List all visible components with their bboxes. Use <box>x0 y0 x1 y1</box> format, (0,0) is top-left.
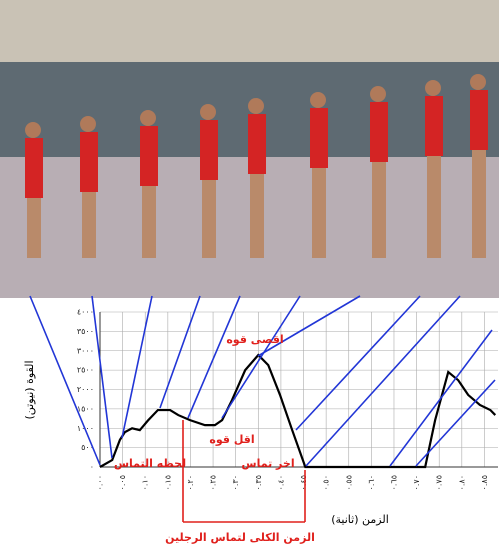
y-tick-label: ٣٥٠٠ <box>77 327 94 336</box>
x-tick-label: ٠.٦٥ <box>389 475 398 490</box>
floor <box>0 157 499 298</box>
player-legs <box>427 156 441 258</box>
player-body <box>425 96 443 156</box>
player-head <box>140 110 156 126</box>
y-tick-label: ٠ <box>90 463 94 472</box>
player-body <box>470 90 488 150</box>
x-tick-label: ٠.٥٠ <box>322 475 331 490</box>
player-legs <box>202 180 216 258</box>
x-tick-label: ٠.٠٥ <box>118 475 127 490</box>
x-tick-label: ٠.٨٥ <box>480 475 489 490</box>
player-legs <box>82 192 96 258</box>
x-tick-label: ٠.٤٠ <box>276 475 285 490</box>
player-body <box>248 114 266 174</box>
y-tick-label: ٢٠٠٠ <box>77 385 94 394</box>
y-tick-label: ٢٥٠٠ <box>77 366 94 375</box>
player-body <box>140 126 158 186</box>
x-axis-title: الزمن (ثانية) <box>331 513 389 526</box>
x-tick-label: ٠.٨٠ <box>457 475 466 490</box>
player-body <box>25 138 43 198</box>
player-head <box>80 116 96 132</box>
player-legs <box>372 162 386 258</box>
annotation: اقصى قوه <box>226 333 283 346</box>
player-legs <box>312 168 326 258</box>
player-head <box>25 122 41 138</box>
player-legs <box>472 150 486 258</box>
annotation: اقل قوه <box>209 433 254 446</box>
y-tick-label: ٤٠٠٠ <box>77 308 94 317</box>
x-tick-label: ٠.٦٠ <box>367 475 376 490</box>
page: {"chart_data": {"type": "line", "x_label… <box>0 0 499 551</box>
player-body <box>310 108 328 168</box>
player-legs <box>27 198 41 258</box>
y-tick-label: ٣٠٠٠ <box>77 346 94 355</box>
player-head <box>425 80 441 96</box>
player-head <box>248 98 264 114</box>
player-body <box>80 132 98 192</box>
player-head <box>470 74 486 90</box>
annotation: لحظه التماس <box>114 457 186 470</box>
annotation: اخر تماس <box>241 457 294 470</box>
player-legs <box>142 186 156 258</box>
y-tick-label: ١٥٠٠ <box>77 404 94 413</box>
x-tick-label: ٠.٧٠ <box>412 475 421 490</box>
x-tick-label: ٠.٣٠ <box>231 475 240 490</box>
x-tick-label: ٠.٤٥ <box>299 475 308 490</box>
x-tick-label: ٠.١٥ <box>163 475 172 490</box>
player-head <box>310 92 326 108</box>
gym-wall <box>0 0 499 62</box>
x-tick-label: ٠.٠٠ <box>96 475 105 490</box>
x-tick-label: ٠.٧٥ <box>435 475 444 490</box>
x-tick-label: ٠.٢٠ <box>186 475 195 490</box>
y-axis-title: القوة (نيوتن) <box>23 361 36 420</box>
x-tick-label: ٠.٣٥ <box>254 475 263 490</box>
annotation: الزمن الكلى لتماس الرجلين <box>165 531 315 544</box>
x-tick-label: ٠.٥٥ <box>344 475 353 490</box>
player-head <box>200 104 216 120</box>
player-head <box>370 86 386 102</box>
x-tick-label: ٠.٢٥ <box>209 475 218 490</box>
player-body <box>370 102 388 162</box>
figure: ٠٥٠٠١٠٠٠١٥٠٠٢٠٠٠٢٥٠٠٣٠٠٠٣٥٠٠٤٠٠٠٠.٠٠٠.٠٥… <box>0 0 499 551</box>
player-legs <box>250 174 264 258</box>
photo <box>0 0 499 298</box>
x-tick-label: ٠.١٠ <box>141 475 150 490</box>
player-body <box>200 120 218 180</box>
